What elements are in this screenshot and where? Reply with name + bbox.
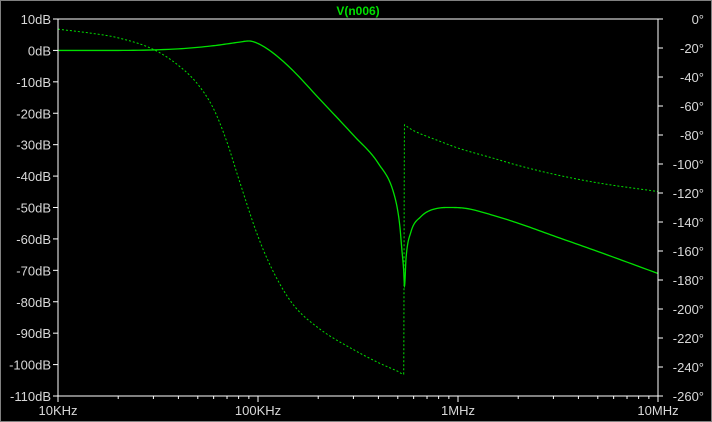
y-right-tick-label: -140° (673, 215, 704, 230)
y-left-tick-label: -80dB (16, 295, 51, 310)
y-right-tick-label: -120° (673, 186, 704, 201)
plot-area-border (57, 18, 659, 397)
y-axis-right-ticks: 0° -20° -40° -60° -80° -100° -120° -140° -160° -1… (658, 12, 704, 404)
y-right-tick-label: -100° (673, 157, 704, 172)
y-right-tick-label: 0° (692, 12, 704, 27)
y-right-tick-label: -160° (673, 244, 704, 259)
y-left-tick-label: 10dB (21, 12, 51, 27)
magnitude-trace (58, 40, 659, 289)
y-left-tick-label: -100dB (9, 358, 51, 373)
y-right-tick-label: -20° (680, 41, 704, 56)
y-right-tick-label: -60° (680, 99, 704, 114)
x-tick-label: 100KHz (235, 403, 281, 418)
y-left-tick-label: -40dB (16, 169, 51, 184)
y-left-tick-label: -50dB (16, 201, 51, 216)
y-left-tick-label: -70dB (16, 263, 51, 278)
y-left-tick-label: -90dB (16, 326, 51, 341)
x-tick-label: 1MHz (441, 403, 475, 418)
x-tick-label: 10KHz (38, 403, 77, 418)
y-left-tick-label: 0dB (28, 43, 51, 58)
y-left-tick-label: -30dB (16, 138, 51, 153)
y-right-tick-label: -260° (673, 389, 704, 404)
y-axis-left-ticks: 10dB 0dB -10dB -20dB -30dB -40dB -50dB -60dB -70… (9, 12, 58, 404)
y-right-tick-label: -40° (680, 70, 704, 85)
x-tick-label: 10MHz (637, 403, 678, 418)
x-axis-ticks: 10KHz 100KHz 1MHz 10MHz (38, 396, 679, 418)
phase-trace (57, 28, 659, 375)
trace-label[interactable]: V(n006) (336, 4, 379, 18)
y-left-tick-label: -20dB (16, 106, 51, 121)
y-right-tick-label: -240° (673, 360, 704, 375)
y-right-tick-label: -220° (673, 331, 704, 346)
y-left-tick-label: -110dB (10, 389, 51, 404)
traces (57, 28, 659, 375)
y-left-tick-label: -10dB (16, 75, 51, 90)
y-left-tick-label: -60dB (16, 232, 51, 247)
y-right-tick-label: -180° (673, 273, 704, 288)
y-right-tick-label: -200° (673, 302, 704, 317)
y-right-tick-label: -80° (680, 128, 704, 143)
